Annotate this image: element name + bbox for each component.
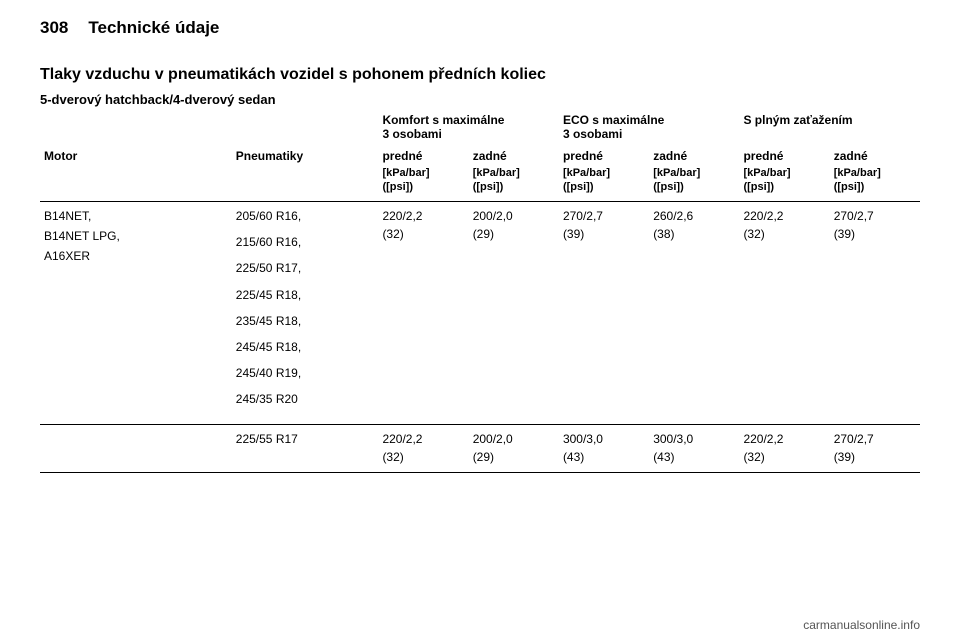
tire-cell: 225/55 R17 <box>232 425 379 472</box>
sub-title: 5-dverový hatchback/4-dverový sedan <box>40 92 920 107</box>
header-front: predné <box>559 143 649 165</box>
unit-label: [kPa/bar] ([psi]) <box>739 165 829 201</box>
header-front: predné <box>739 143 829 165</box>
value-cell: 220/2,2 (32) <box>378 425 468 472</box>
value-cell: 220/2,2 (32) <box>739 202 829 424</box>
tire-cell: 205/60 R16, 215/60 R16, 225/50 R17, 225/… <box>232 202 379 424</box>
table-group-header: Komfort s maximálne 3 osobami ECO s maxi… <box>40 111 920 143</box>
value-cell: 300/3,0 (43) <box>649 425 739 472</box>
chapter-title: Technické údaje <box>88 18 219 38</box>
value-cell: 220/2,2 (32) <box>378 202 468 424</box>
engine-cell <box>40 425 232 472</box>
table-unit-header: [kPa/bar] ([psi]) [kPa/bar] ([psi]) [kPa… <box>40 165 920 201</box>
header-tire: Pneumatiky <box>232 143 379 165</box>
table-row: 225/55 R17 220/2,2 (32) 200/2,0 (29) 300… <box>40 425 920 472</box>
header-rear: zadné <box>649 143 739 165</box>
table-col-header: Motor Pneumatiky predné zadné predné zad… <box>40 143 920 165</box>
value-cell: 220/2,2 (32) <box>739 425 829 472</box>
unit-label: [kPa/bar] ([psi]) <box>649 165 739 201</box>
value-cell: 270/2,7 (39) <box>830 425 920 472</box>
page-number: 308 <box>40 18 68 38</box>
footer-url: carmanualsonline.info <box>803 618 920 632</box>
unit-label: [kPa/bar] ([psi]) <box>378 165 468 201</box>
value-cell: 270/2,7 (39) <box>830 202 920 424</box>
header-comfort: Komfort s maximálne 3 osobami <box>378 111 559 143</box>
header-motor: Motor <box>40 143 232 165</box>
header-rear: zadné <box>830 143 920 165</box>
unit-label: [kPa/bar] ([psi]) <box>559 165 649 201</box>
header-rear: zadné <box>469 143 559 165</box>
unit-label: [kPa/bar] ([psi]) <box>469 165 559 201</box>
value-cell: 200/2,0 (29) <box>469 425 559 472</box>
table-row: B14NET, B14NET LPG, A16XER 205/60 R16, 2… <box>40 202 920 424</box>
header-eco: ECO s maximálne 3 osobami <box>559 111 740 143</box>
tire-pressure-table: Komfort s maximálne 3 osobami ECO s maxi… <box>40 111 920 473</box>
main-title: Tlaky vzduchu v pneumatikách vozidel s p… <box>40 66 920 84</box>
header-full: S plným zaťažením <box>739 111 920 143</box>
unit-label: [kPa/bar] ([psi]) <box>830 165 920 201</box>
engine-cell: B14NET, B14NET LPG, A16XER <box>40 202 232 424</box>
value-cell: 200/2,0 (29) <box>469 202 559 424</box>
value-cell: 260/2,6 (38) <box>649 202 739 424</box>
value-cell: 300/3,0 (43) <box>559 425 649 472</box>
page-header: 308 Technické údaje <box>40 18 920 38</box>
header-front: predné <box>378 143 468 165</box>
value-cell: 270/2,7 (39) <box>559 202 649 424</box>
